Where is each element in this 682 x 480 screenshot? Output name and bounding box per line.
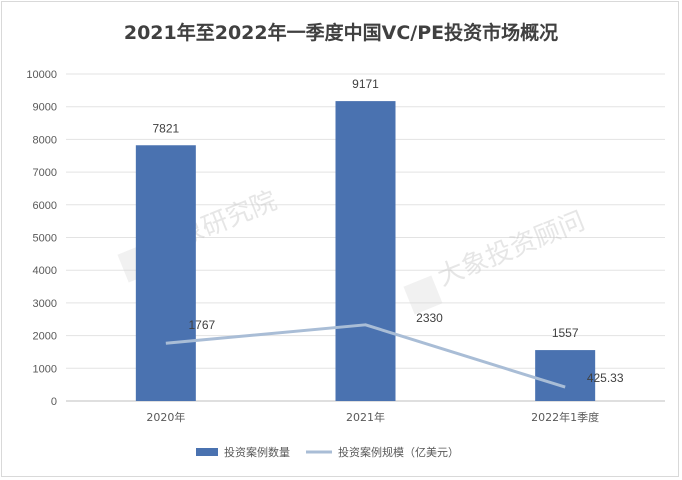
y-tick-label: 0	[51, 396, 57, 408]
y-tick-label: 1000	[33, 363, 57, 375]
bar	[335, 101, 396, 401]
y-tick-label: 3000	[33, 298, 57, 310]
y-tick-label: 2000	[33, 331, 57, 343]
line-data-label: 2330	[416, 311, 443, 325]
y-tick-label: 9000	[33, 102, 57, 114]
y-tick-label: 4000	[33, 265, 57, 277]
legend-swatch-bar	[196, 448, 218, 456]
bar-data-label: 9171	[352, 77, 379, 91]
y-tick-label: 10000	[26, 69, 57, 81]
x-tick-label: 2020年	[146, 410, 185, 424]
bar-data-label: 1557	[552, 326, 579, 340]
y-tick-label: 7000	[33, 167, 57, 179]
x-tick-label: 2022年1季度	[531, 410, 599, 424]
watermark-text: 大象投资顾问	[433, 206, 589, 292]
legend-label: 投资案例规模（亿美元）	[338, 445, 459, 459]
line-data-label: 1767	[188, 318, 215, 332]
bar	[135, 145, 196, 401]
legend-label: 投资案例数量	[224, 445, 290, 459]
y-tick-label: 8000	[33, 134, 57, 146]
bar	[535, 350, 596, 401]
x-tick-label: 2021年	[346, 410, 385, 424]
y-tick-label: 5000	[33, 233, 57, 245]
y-tick-label: 6000	[33, 200, 57, 212]
chart-title: 2021年至2022年一季度中国VC/PE投资市场概况	[123, 22, 559, 44]
bar-data-label: 7821	[152, 121, 179, 135]
line-data-label: 425.33	[587, 371, 624, 385]
watermark-logo-icon	[403, 275, 443, 315]
